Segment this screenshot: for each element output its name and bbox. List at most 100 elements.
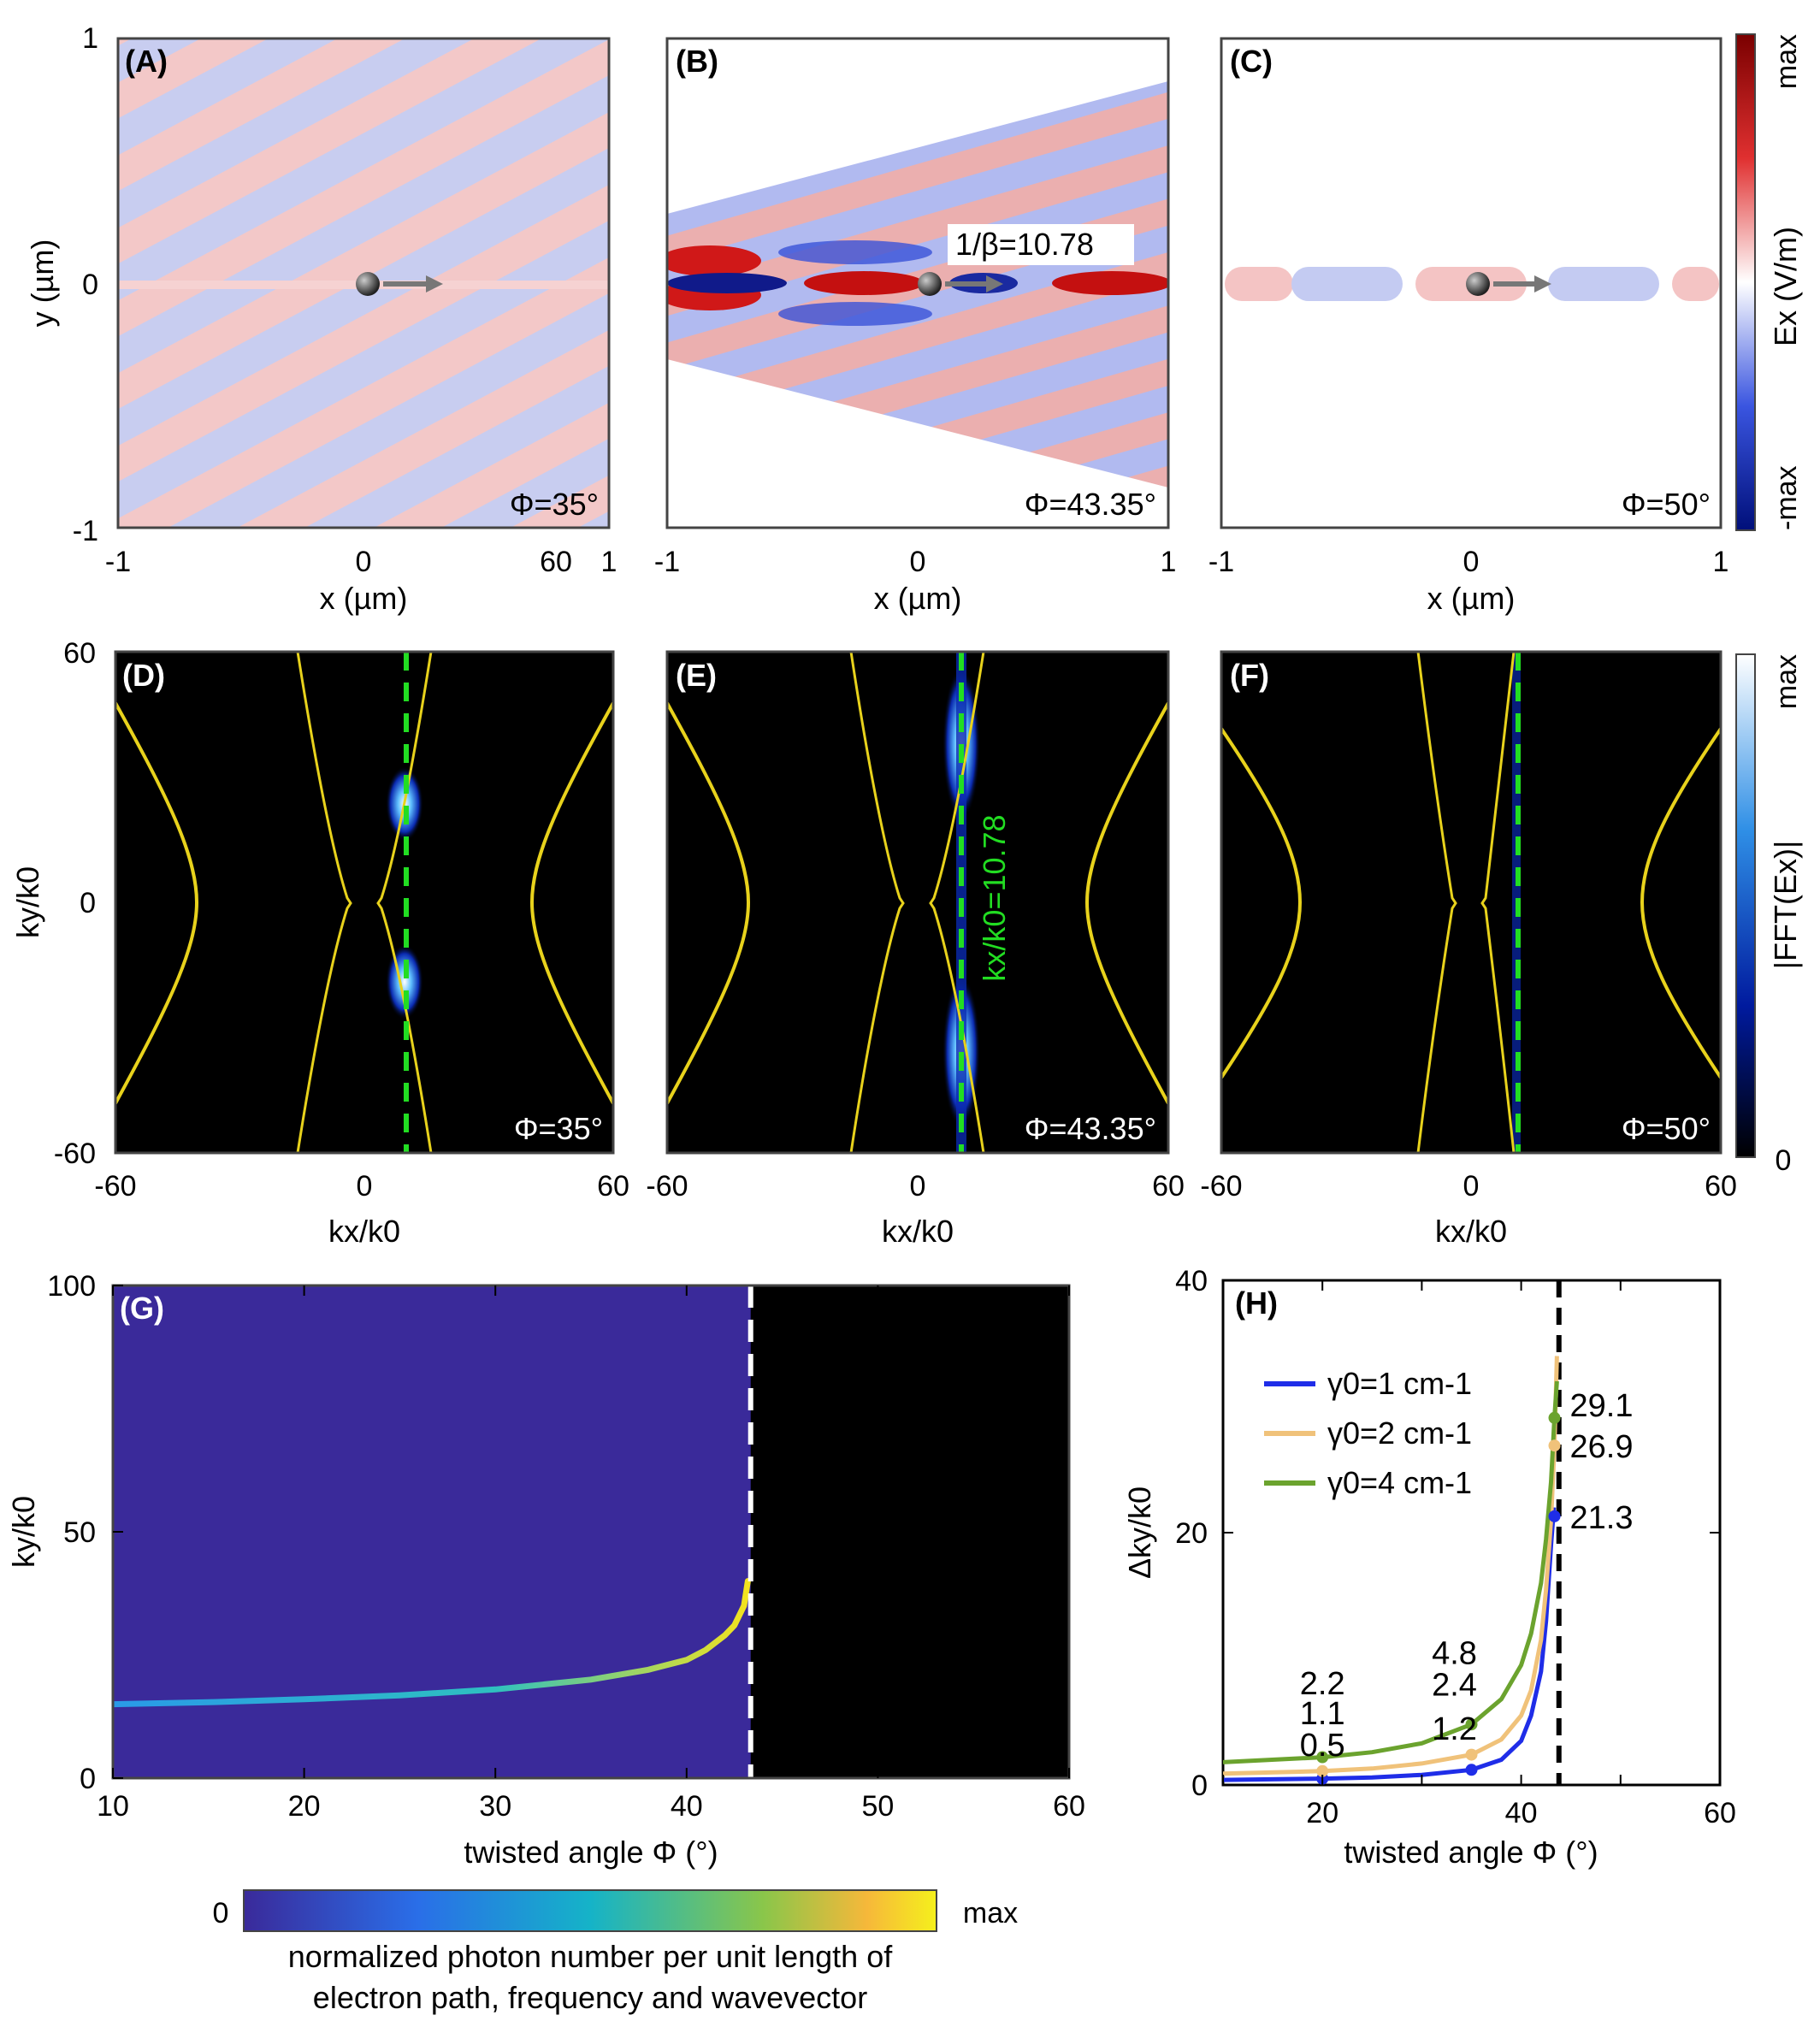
colorbar-ex-max: max [1770,34,1803,89]
panel-b: 1/β=10.78 (B) Φ=43.35° -1 0 1 x (µm) [654,37,1177,616]
xtick-c-mid: 0 [1463,546,1480,578]
value-label-h: 4.8 [1432,1635,1477,1671]
ytick-label-h: 40 [1175,1265,1208,1297]
value-label-h: 1.1 [1300,1696,1345,1732]
panel-label-b: (B) [676,44,718,79]
ylabel-d: ky/k0 [10,866,45,938]
xtick-f-right: 60 [1705,1170,1737,1203]
xlabel-a: x (µm) [320,581,408,616]
magic-angle-label: magic angle Φmagic [767,1333,802,1615]
marker-h-1 [1548,1510,1561,1522]
series-line-h-1 [1223,1507,1557,1782]
value-label-h: 21.3 [1570,1500,1634,1536]
marker-h-3 [1316,1751,1329,1764]
phi-label-d: Φ=35° [514,1111,603,1146]
phi-label-e: Φ=43.35° [1025,1111,1156,1146]
panel-label-d: (D) [122,658,165,693]
xtick-e-left: -60 [646,1170,688,1203]
colorbar-fft [1735,653,1756,1158]
ifc-left-d [114,702,199,1104]
xtick-a-left: -1 [105,546,131,578]
ifc-right-f [1640,727,1722,1079]
panel-e-bg [667,652,1168,1153]
xtick-e-right: 60 [1152,1170,1185,1203]
value-label-h: 2.2 [1300,1666,1345,1702]
panel-h: 20 40 60 0 20 40 0.5 1.2 21.3 2.21.1 4.82.4 29.1 26… [1122,1265,1736,1870]
ytick-label-h: 0 [1191,1770,1208,1802]
colorbar-photon-min: 0 [213,1897,229,1929]
panel-e: kx/k0=10.78 (E) Φ=43.35° -60 0 60 kx/k0 [646,650,1185,1249]
colorbar-photon-max: max [963,1897,1018,1929]
xlabel-d: kx/k0 [328,1214,400,1249]
ytick-a-top: 1 [82,22,98,55]
legend-label-1: γ0=1 cm-1 [1327,1366,1472,1401]
value-label-h: 2.4 [1432,1667,1477,1703]
panel-label-h: (H) [1235,1285,1278,1321]
xlabel-c: x (µm) [1427,581,1516,616]
xtick-label-g: 40 [671,1790,703,1823]
xtick-b-left: -1 [654,546,680,578]
xlabel-b: x (µm) [874,581,962,616]
panel-g-cutoff [750,1285,1069,1778]
ytick-a-bot: -1 [73,515,98,547]
panel-label-e: (E) [676,658,717,693]
ytick-label-h: 20 [1175,1517,1208,1550]
phi-label-c: Φ=50° [1622,487,1711,522]
panel-h-frame [1221,1279,1722,1787]
ylabel-a: y (µm) [25,239,60,328]
xtick-f-mid: 0 [1463,1170,1480,1203]
panel-d-bg [115,652,613,1153]
xtick-b-mid: 0 [910,546,926,578]
xtick-a-right: 1 [601,546,618,578]
marker-h-2 [1548,1439,1561,1452]
beta-annotation-bg [948,224,1134,265]
xtick-d-mid: 0 [357,1170,373,1203]
panel-c-frame [1220,37,1722,529]
marker-h-3 [1548,1411,1561,1424]
xtick-a-mid: 0 [356,546,372,578]
xtick-c-left: -1 [1208,546,1234,578]
phi-label-a: Φ=35° [510,487,599,522]
marker-h-1 [1465,1764,1478,1776]
ytick-label-g: 100 [47,1270,96,1303]
xlabel-e: kx/k0 [882,1214,954,1249]
electron-a [356,272,380,296]
xtick-label-g: 20 [288,1790,321,1823]
ytick-label-g: 50 [63,1516,96,1549]
series-line-h-3 [1223,1380,1559,1764]
panel-label-a: (A) [125,44,168,79]
xtick-label-g: 50 [861,1790,894,1823]
colorbar-fft-label: |FFT(Ex)| [1768,841,1803,970]
electron-c [1466,272,1490,296]
xtick-label-h: 40 [1505,1797,1538,1829]
colorbar-photon [243,1889,937,1932]
colorbar-caption-1: normalized photon number per unit length… [288,1939,893,1974]
xtick-d-right: 60 [597,1170,629,1203]
xtick-label-h: 20 [1306,1797,1338,1829]
xtick-b-right: 1 [1161,546,1177,578]
legend-label-2: γ0=2 cm-1 [1327,1415,1472,1451]
panel-b-frame [665,37,1170,529]
xtick-f-left: -60 [1200,1170,1242,1203]
electron-b [918,272,942,296]
colorbar-ex-label: Ex (V/m) [1768,227,1803,346]
panel-c: (C) Φ=50° -1 0 1 x (µm) max -max Ex (V/m… [1208,33,1803,616]
xtick-label-h: 60 [1704,1797,1736,1829]
ytick-label-g: 0 [80,1763,96,1795]
ifc-inner-left-f [1416,651,1457,1154]
ifc-right-d [529,702,615,1104]
ifc-right-e [1084,702,1170,1104]
panel-a: (A) Φ=35° 1 0 -1 -1 0 1 60 x (µm) y (µm) [25,22,617,616]
legend-h: γ0=1 cm-1 γ0=2 cm-1 γ0=4 cm-1 [1264,1366,1472,1500]
panel-g: (G) magic angle Φmagic 10 20 30 40 50 60 0 50 10… [6,1270,1085,2015]
ifc-inner-left-d [296,651,352,1154]
panel-f-bg [1221,652,1721,1153]
colorbar-caption-2: electron path, frequency and wavevector [313,1980,867,2015]
ytick-d-mid: 0 [80,887,96,919]
ifc-inner-right-d [376,651,433,1154]
panel-a-frame [116,37,611,529]
legend-label-3: γ0=4 cm-1 [1327,1465,1472,1500]
panel-g-ridge [113,1578,751,1708]
ytick-d-top: 60 [63,637,96,670]
